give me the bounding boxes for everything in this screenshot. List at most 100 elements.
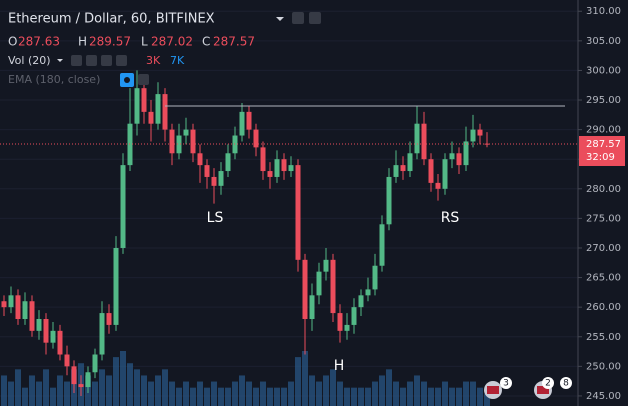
indicator-icon[interactable] [101,55,112,66]
volume-bar [407,381,413,406]
volume-bar [127,363,133,406]
pattern-label: H [334,358,345,374]
candle-body [29,301,35,331]
settings-icon[interactable] [309,12,321,24]
volume-bar [113,357,119,406]
volume-bar [204,387,210,406]
candle-body [162,94,168,130]
y-tick-label: 290.00 [586,125,621,136]
candle-body [267,171,273,177]
candle-body [260,147,266,172]
candle-body [183,129,189,136]
indicator-icon[interactable] [86,55,97,66]
candle-body [323,259,329,272]
indicator-value: 7K [170,54,185,67]
candle-body [36,319,42,331]
pattern-label: LS [207,210,224,226]
candle-body [281,159,287,172]
event-count-bubble[interactable] [560,377,572,389]
settings-icon[interactable] [292,12,304,24]
candle-body [57,330,63,355]
volume-bar [50,387,56,406]
ohlc-label: H [78,35,87,49]
indicator-menu[interactable] [57,59,63,62]
volume-bar [316,381,322,406]
volume-bar [141,375,147,406]
volume-bar [162,369,168,406]
volume-bar [57,375,63,406]
y-tick-label: 310.00 [586,6,621,17]
candle-body [400,165,406,172]
volume-bar [379,375,385,406]
event-count-bubble[interactable] [542,377,554,389]
candle-body [92,354,98,373]
countdown: 32:09 [586,152,615,163]
indicator-name[interactable]: EMA (180, close) [8,73,100,86]
indicator-value: 3K [146,54,161,67]
candle-body [372,265,378,290]
volume-bar [288,381,294,406]
volume-bar [1,375,7,406]
volume-bar [393,381,399,406]
candle-body [309,295,315,319]
candle-body [274,159,280,177]
volume-bar [92,381,98,406]
candle-body [449,153,455,160]
candle-body [1,301,7,308]
volume-bar [267,387,273,406]
indicator-icon[interactable] [116,55,127,66]
volume-bar [323,375,329,406]
candle-body [316,271,322,296]
volume-bar [330,369,336,406]
indicator-name[interactable]: Vol (20) [8,54,51,67]
volume-bar [484,393,490,406]
candle-body [407,153,413,172]
candle-body [155,94,161,124]
event-flag[interactable] [537,386,549,394]
candle-body [365,289,371,296]
candle-body [386,176,392,225]
volume-bar [176,387,182,406]
event-count: 8 [563,379,569,389]
volume-bar [36,381,42,406]
volume-bar [134,369,140,406]
indicator-icon[interactable] [71,55,82,66]
volume-bar [428,387,434,406]
y-tick-label: 255.00 [586,332,621,343]
volume-bar [281,387,287,406]
volume-bar [15,369,21,406]
candle-body [106,313,112,325]
candle-body [8,295,14,308]
candle-body [456,153,462,166]
volume-bar [120,351,126,406]
event-count-bubble[interactable] [500,377,512,389]
y-tick-label: 305.00 [586,36,621,47]
volume-bar [442,381,448,406]
ohlc-value: 287.02 [151,35,193,49]
candle-body [435,182,441,189]
candle-body [302,259,308,319]
title-menu[interactable] [276,17,284,21]
event-count: 3 [503,379,509,389]
candle-body [393,165,399,177]
candle-body [470,129,476,142]
y-tick-label: 265.00 [586,273,621,284]
indicator-icon[interactable] [138,74,149,85]
volume-bar [197,381,203,406]
candle-body [120,165,126,248]
candle-body [197,153,203,166]
candle-body [141,88,147,112]
event-flag[interactable] [487,386,499,394]
volume-bar [295,357,301,406]
volume-bar [372,381,378,406]
volume-bar [386,369,392,406]
candle-body [176,135,182,154]
candle-body [64,354,70,367]
volume-bar [239,375,245,406]
volume-bar [64,381,70,406]
volume-bar [463,381,469,406]
volume-bar [183,381,189,406]
candle-body [113,247,119,325]
candle-body [379,224,385,266]
volume-bar [302,351,308,406]
